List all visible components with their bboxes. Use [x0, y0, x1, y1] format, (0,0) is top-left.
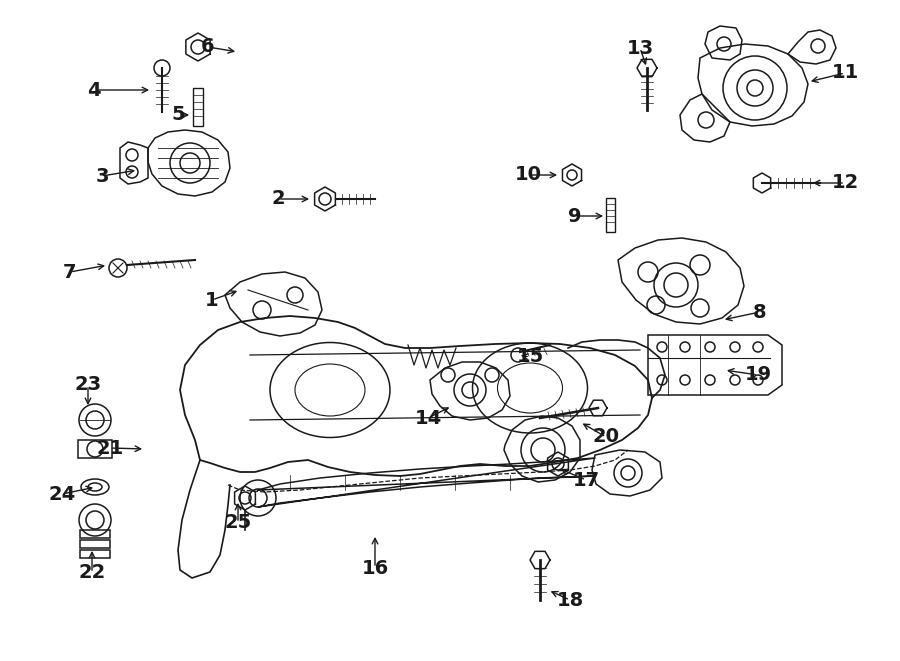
Text: 10: 10 [515, 165, 542, 184]
Text: 11: 11 [832, 63, 859, 83]
Text: 13: 13 [626, 38, 653, 58]
Text: 3: 3 [95, 167, 109, 186]
Text: 18: 18 [556, 590, 583, 609]
Text: 24: 24 [49, 485, 76, 504]
Text: 19: 19 [744, 366, 771, 385]
Text: 23: 23 [75, 375, 102, 395]
Bar [78, 440, 112, 458]
Text: 15: 15 [517, 348, 544, 366]
Text: 5: 5 [171, 106, 184, 124]
Text: 16: 16 [362, 559, 389, 578]
Text: 8: 8 [753, 303, 767, 321]
Text: 17: 17 [572, 471, 599, 490]
Text: 2: 2 [271, 190, 284, 208]
Text: 14: 14 [414, 408, 442, 428]
Bar [193, 88, 203, 126]
Bar [80, 530, 110, 538]
Text: 9: 9 [568, 206, 581, 225]
Text: 20: 20 [592, 428, 619, 446]
Text: 1: 1 [205, 290, 219, 309]
Bar [80, 540, 110, 548]
Text: 4: 4 [87, 81, 101, 100]
Text: 21: 21 [96, 438, 123, 457]
Bar [80, 550, 110, 558]
Bar [606, 198, 615, 232]
Text: 7: 7 [63, 262, 76, 282]
Text: 22: 22 [78, 563, 105, 582]
Text: 12: 12 [832, 173, 859, 192]
Text: 25: 25 [224, 514, 252, 533]
Text: 6: 6 [202, 38, 215, 56]
